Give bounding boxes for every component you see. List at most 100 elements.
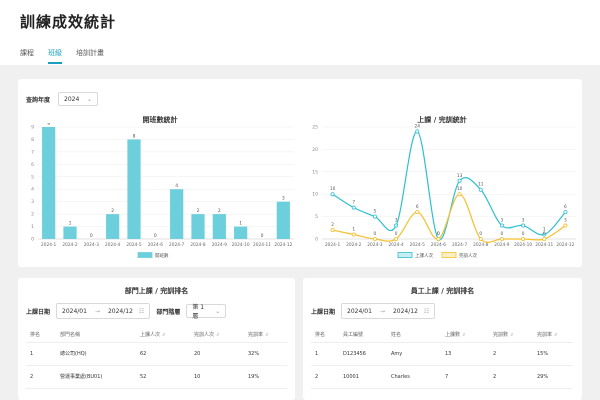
legend-label: 開班數	[155, 252, 169, 259]
table-row: 2 營運事業處(BU01) 52 10 19%	[26, 365, 287, 389]
data-label: 11	[478, 182, 484, 188]
x-tick-label: 2024-12	[556, 242, 574, 248]
tab-classes[interactable]: 班級	[48, 48, 62, 64]
date-range-picker[interactable]: 2024/01 → 2024/12 ☷	[56, 303, 151, 319]
data-label: 6	[416, 204, 419, 210]
statistics-card: 查詢年度 2024 ⌄ 開班數統計 0 1 2 3 4 5 6 7 8 9 2024-1 2024-2…	[18, 79, 582, 267]
sort-icon: ⇵	[265, 332, 269, 338]
x-tick-label: 2024-9	[212, 242, 227, 248]
department-level-value: 第 1 層	[192, 304, 205, 320]
column-header[interactable]: 完訓數 ⇵	[489, 328, 533, 343]
bar	[127, 139, 141, 239]
y-tick-label: 2	[31, 212, 34, 218]
line-chart-title: 上課 / 完訓統計	[417, 116, 467, 124]
y-tick-label: 1	[31, 224, 34, 230]
column-header[interactable]: 完訓率 ⇵	[533, 328, 573, 343]
x-tick-label: 2024-3	[84, 242, 99, 248]
data-point	[563, 223, 568, 228]
x-tick-label: 2024-1	[41, 242, 56, 248]
department-ranking-table: 排名 部門名稱 上課人次 ⇵ 完訓人次 ⇵ 完訓率 ⇵ 1 總公司(HQ) 62 20…	[26, 328, 287, 389]
sort-icon: ⇵	[162, 332, 166, 338]
department-ranking-title: 部門上課 / 完訓排名	[124, 287, 189, 295]
column-header: 員工編號	[339, 328, 387, 343]
data-point	[499, 237, 504, 242]
date-range-picker[interactable]: 2024/01 → 2024/12 ☷	[341, 303, 436, 319]
x-tick-label: 2024-11	[535, 242, 553, 248]
y-tick-label: 10	[312, 192, 318, 198]
data-point	[542, 237, 547, 242]
bar	[276, 201, 290, 239]
year-select-value: 2024	[64, 95, 80, 103]
data-label: 0	[479, 231, 482, 237]
data-label: 4	[175, 183, 178, 189]
data-label: 5	[374, 209, 377, 215]
completion-rate-cell: 29%	[533, 365, 573, 389]
data-label: 0	[543, 231, 546, 237]
table-row: 1 D123456 Amy 13 2 15%	[311, 342, 573, 366]
department-level-label: 部門階層	[156, 308, 181, 316]
sort-icon: ⇵	[216, 332, 220, 338]
legend-swatch	[441, 252, 457, 258]
x-tick-label: 2024-1	[325, 242, 340, 248]
series-line	[332, 130, 566, 241]
table-row: 1 總公司(HQ) 62 20 32%	[26, 342, 287, 366]
x-tick-label: 2024-2	[62, 242, 77, 248]
data-point	[478, 237, 483, 242]
table-row: 2 10001 Charles 7 2 29%	[311, 365, 573, 389]
rank-cell: 2	[26, 365, 56, 389]
year-filter-label: 查詢年度	[26, 96, 51, 104]
data-label: 3	[282, 196, 285, 202]
x-tick-label: 2024-4	[105, 242, 120, 248]
chevron-down-icon: ⌄	[86, 95, 93, 103]
x-tick-label: 2024-2	[346, 242, 361, 248]
y-tick-label: 7	[31, 149, 34, 155]
column-header[interactable]: 完訓率 ⇵	[244, 328, 287, 343]
arrow-right-icon: →	[94, 307, 100, 315]
attendance-cell: 62	[136, 342, 190, 366]
y-tick-label: 0	[315, 237, 318, 243]
x-tick-label: 2024-6	[431, 242, 446, 248]
x-tick-label: 2024-5	[410, 242, 425, 248]
tab-courses[interactable]: 課程	[20, 49, 34, 57]
data-point	[436, 237, 441, 242]
column-header[interactable]: 上課數 ⇵	[441, 328, 489, 343]
arrow-right-icon: →	[379, 307, 385, 315]
bar	[212, 214, 226, 239]
completion-rate-cell: 19%	[244, 365, 287, 389]
date-end: 2024/12	[392, 307, 418, 315]
tab-training-plans[interactable]: 培訓計畫	[76, 49, 104, 57]
data-label: 9	[47, 123, 50, 127]
department-filters: 上課日期 2024/01 → 2024/12 ☷ 部門階層 第 1 層 ⌄	[26, 303, 227, 320]
column-header[interactable]: 上課人次 ⇵	[136, 328, 190, 343]
department-ranking-card: 部門上課 / 完訓排名 上課日期 2024/01 → 2024/12 ☷ 部門階…	[18, 278, 295, 400]
bar	[170, 189, 184, 239]
data-label: 0	[90, 233, 93, 239]
data-point	[415, 210, 420, 215]
completion-count-cell: 2	[489, 342, 533, 366]
table-header-row: 排名 部門名稱 上課人次 ⇵ 完訓人次 ⇵ 完訓率 ⇵	[26, 328, 287, 343]
data-label: 1	[69, 221, 72, 227]
data-label: 0	[522, 231, 525, 237]
legend-swatch	[137, 252, 153, 258]
data-point	[457, 178, 462, 183]
year-select[interactable]: 2024 ⌄	[58, 92, 99, 106]
y-tick-label: 4	[31, 187, 34, 193]
bar-chart: 0 1 2 3 4 5 6 7 8 9 2024-1 2024-2 2024-3 2024-4 2024-5…	[31, 123, 294, 259]
tab-bar: 課程 班級 培訓計畫	[20, 48, 104, 64]
data-label: 2	[197, 208, 200, 214]
x-tick-label: 2024-7	[169, 242, 184, 248]
bar-chart-title: 開班數統計	[142, 116, 178, 124]
page-title: 訓練成效統計	[20, 13, 117, 31]
employee-name-cell: Amy	[387, 342, 441, 366]
rank-cell: 1	[26, 342, 56, 366]
column-header[interactable]: 完訓人次 ⇵	[190, 328, 244, 343]
employee-name-cell: Charles	[387, 365, 441, 389]
date-range-label: 上課日期	[26, 308, 51, 316]
page-header: 訓練成效統計 課程 班級 培訓計畫	[0, 0, 600, 65]
data-label: 13	[457, 173, 463, 179]
bar	[42, 127, 56, 239]
department-level-select[interactable]: 第 1 層 ⌄	[186, 304, 227, 320]
data-label: 3	[501, 218, 504, 224]
table-header-row: 排名 員工編號 姓名 上課數 ⇵ 完訓數 ⇵ 完訓率 ⇵	[311, 328, 573, 343]
sort-icon: ⇵	[554, 332, 558, 338]
